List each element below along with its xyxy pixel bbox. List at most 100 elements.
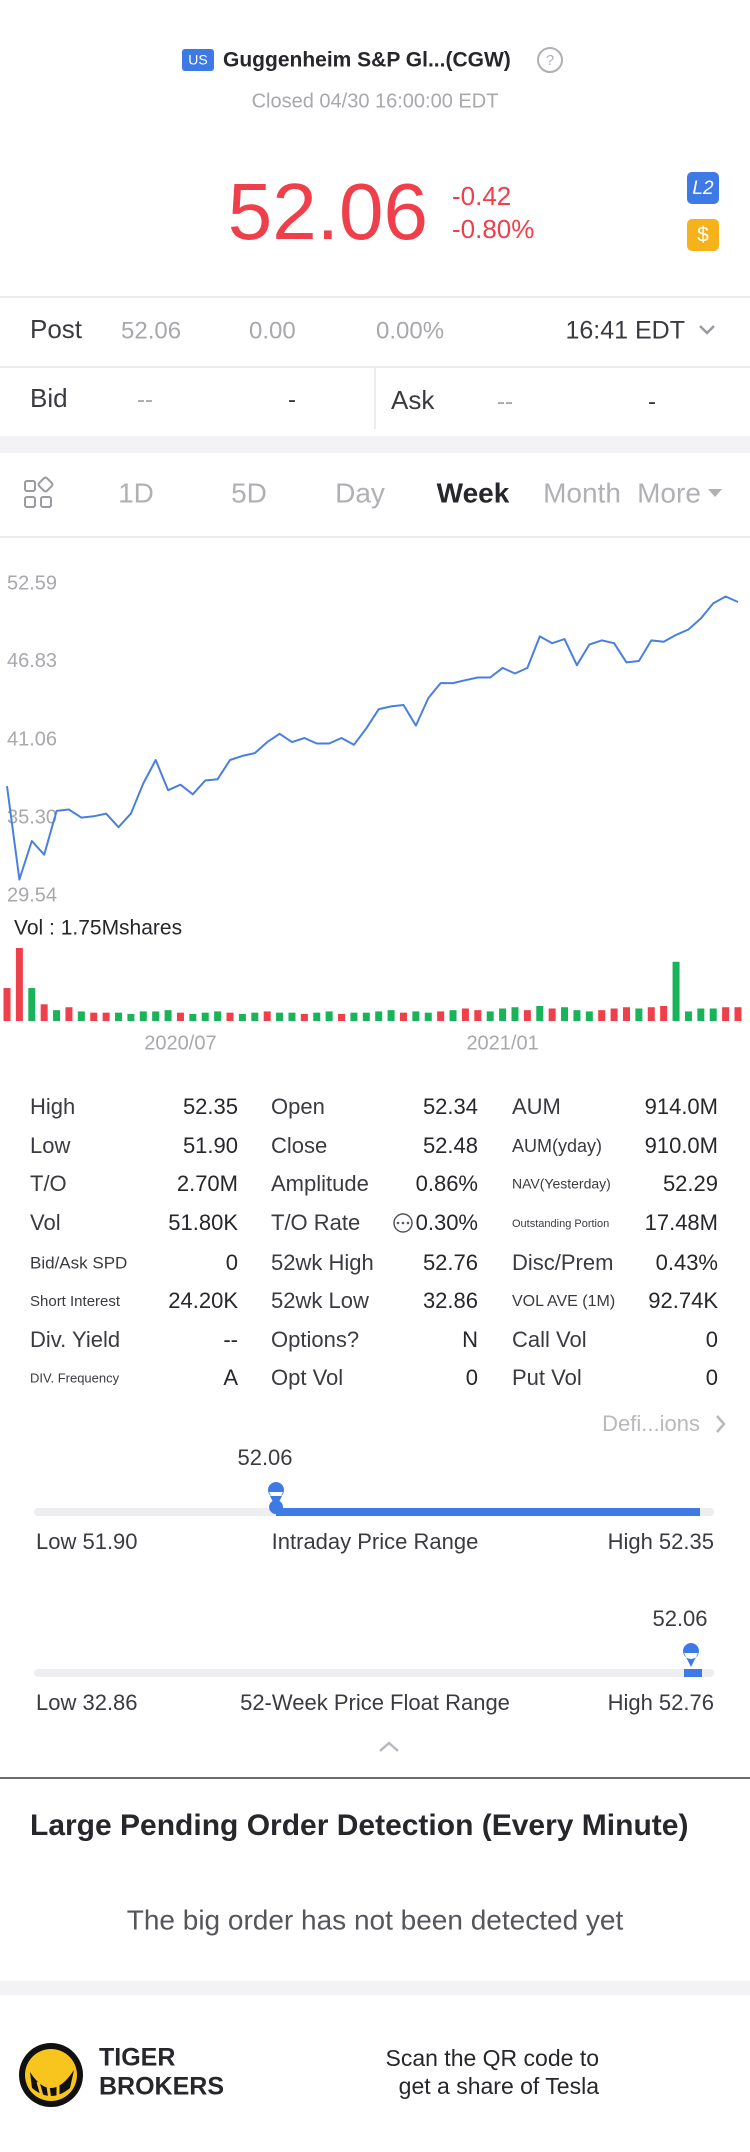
brand-name: TIGER (99, 2044, 175, 2072)
bid-price: -- (137, 386, 153, 413)
price-line (6, 595, 739, 881)
volume-bar (3, 988, 11, 1021)
stat-label: VOL AVE (1M) (512, 1293, 615, 1310)
stat-value: 32.86 (423, 1288, 478, 1313)
volume-bar (647, 1007, 655, 1021)
stat-value: 52.29 (663, 1171, 718, 1196)
definitions-link[interactable]: Defi...ions (602, 1411, 700, 1436)
volume-bar (684, 1011, 692, 1021)
tab[interactable]: Week (437, 477, 510, 508)
bid-size: - (288, 386, 296, 413)
volume-bar (28, 988, 36, 1021)
volume-bar (251, 1012, 259, 1021)
stat-label: Put Vol (512, 1365, 582, 1390)
x-tick-label: 2020/07 (144, 1032, 216, 1054)
volume-bar (461, 1008, 469, 1021)
stat-value: 2.70M (177, 1171, 238, 1196)
range-current: 52.06 (237, 1445, 292, 1470)
price-change: -0.42 (452, 181, 511, 211)
stat-label: Options? (271, 1327, 359, 1352)
volume-bar (90, 1012, 98, 1021)
post-time[interactable]: 16:41 EDT (565, 317, 685, 345)
stat-value: 24.20K (168, 1288, 238, 1313)
volume-bar (362, 1012, 370, 1021)
stat-value: 0.86% (416, 1171, 478, 1196)
volume-bar (486, 1011, 494, 1021)
volume-bar (697, 1008, 705, 1021)
brand-logo (19, 2043, 83, 2107)
help-icon-mark: ? (546, 52, 554, 69)
volume-bar (635, 1008, 643, 1021)
ask-size: - (648, 388, 656, 415)
volume-bar (536, 1005, 544, 1021)
l2-badge: L2 (692, 178, 714, 199)
volume-bar (375, 1011, 383, 1021)
stat-label: 52wk Low (271, 1288, 369, 1313)
volume-bar (709, 1008, 717, 1021)
info-icon (393, 1213, 413, 1233)
security-name: Guggenheim S&P Gl...(CGW) (223, 49, 511, 72)
tab[interactable]: 5D (231, 477, 267, 508)
range-pin (267, 1482, 284, 1506)
y-tick-label: 46.83 (7, 650, 57, 672)
volume-bar (288, 1012, 296, 1021)
collapse-chevron[interactable] (379, 1741, 399, 1752)
volume-bar (263, 1011, 271, 1021)
brand-name: BROKERS (99, 2073, 224, 2101)
l2-badge-bg[interactable] (687, 172, 719, 204)
range-current: 52.06 (652, 1606, 707, 1631)
empty-message: The big order has not been detected yet (127, 1904, 624, 1935)
stat-label: Div. Yield (30, 1327, 120, 1352)
stat-value: N (462, 1327, 478, 1352)
help-icon[interactable] (537, 47, 563, 73)
volume-bar (573, 1010, 581, 1021)
volume-bar (511, 1007, 519, 1021)
stat-value: 52.35 (183, 1094, 238, 1119)
volume-bar (660, 1005, 668, 1021)
stat-label: Call Vol (512, 1327, 587, 1352)
volume-bar (399, 1012, 407, 1021)
range-low: Low 51.90 (36, 1529, 138, 1554)
stat-value: 51.90 (183, 1133, 238, 1158)
range-pin (682, 1643, 699, 1667)
range-title: Intraday Price Range (272, 1529, 479, 1554)
y-tick-label: 41.06 (7, 728, 57, 750)
stat-label: Amplitude (271, 1171, 369, 1196)
volume-bar (561, 1007, 569, 1021)
volume-bar (672, 961, 680, 1021)
layout-icon[interactable] (24, 476, 54, 508)
stat-value: 51.80K (168, 1210, 238, 1235)
market-badge-bg (182, 49, 214, 71)
tab[interactable]: More (637, 477, 701, 508)
stat-label: 52wk High (271, 1250, 374, 1275)
stat-label: Low (30, 1133, 70, 1158)
post-price: 52.06 (121, 317, 181, 344)
tab[interactable]: Day (335, 477, 385, 508)
promo-text: get a share of Tesla (399, 2073, 600, 2099)
volume-bar (238, 1013, 246, 1021)
range-fill (276, 1508, 700, 1516)
volume-bar (276, 1012, 284, 1021)
y-tick-label: 52.59 (7, 572, 57, 594)
volume-bar (734, 1007, 742, 1021)
stat-label: AUM(yday) (512, 1136, 602, 1156)
post-change: 0.00 (249, 317, 296, 344)
stat-label: Outstanding Portion (512, 1218, 609, 1230)
y-tick-label: 29.54 (7, 884, 57, 906)
range-high: High 52.76 (608, 1690, 714, 1715)
stat-label: T/O Rate (271, 1210, 360, 1235)
info-icon-dot (401, 1221, 405, 1225)
volume-bar (622, 1007, 630, 1021)
currency-badge-bg[interactable] (687, 219, 719, 251)
post-change-pct: 0.00% (376, 317, 444, 344)
volume-bar (350, 1012, 358, 1021)
dropdown-chevron[interactable] (699, 325, 715, 335)
volume-bar (424, 1012, 432, 1021)
volume-bar (313, 1012, 321, 1021)
range-fill (684, 1669, 702, 1677)
definitions-chevron[interactable] (716, 1415, 726, 1433)
tab[interactable]: Month (543, 477, 621, 508)
volume-bar (139, 1011, 147, 1021)
tab[interactable]: 1D (118, 477, 154, 508)
